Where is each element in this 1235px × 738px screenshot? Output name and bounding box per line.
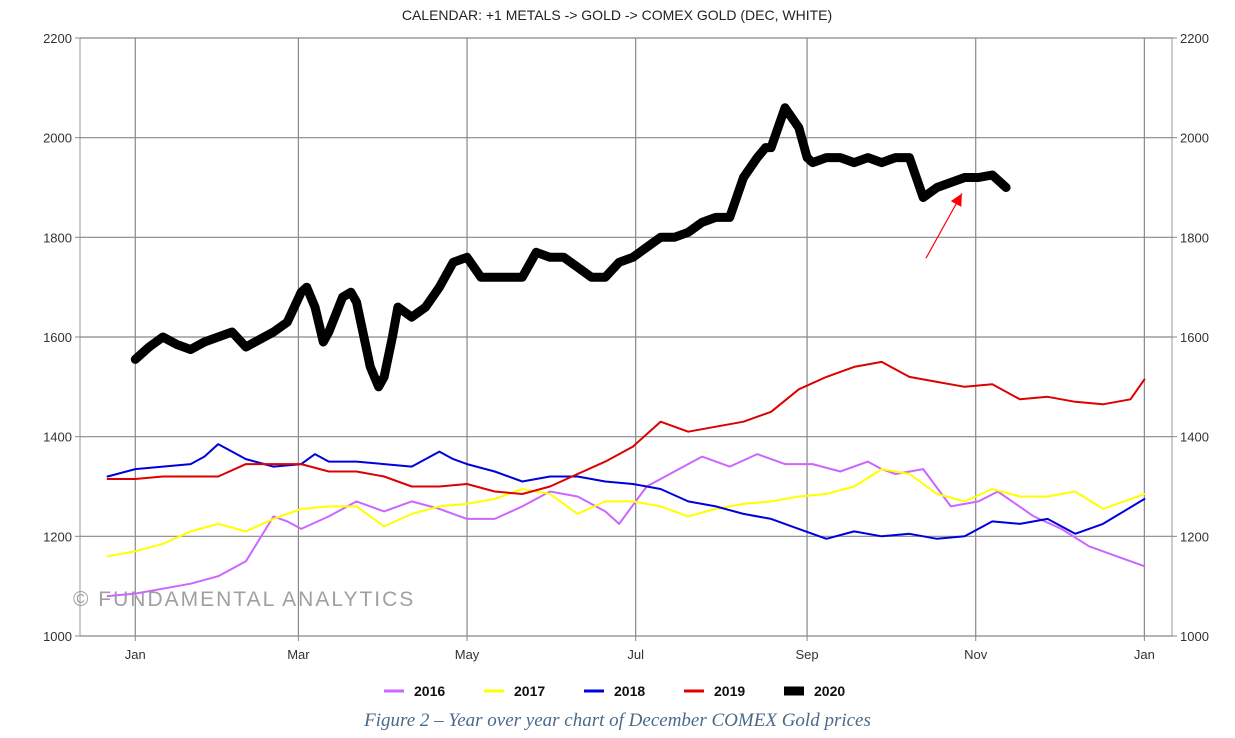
figure-caption: Figure 2 – Year over year chart of Decem…	[364, 710, 871, 731]
chart-title: CALENDAR: +1 METALS -> GOLD -> COMEX GOL…	[402, 7, 832, 23]
watermark: © FUNDAMENTAL ANALYTICS	[73, 588, 415, 611]
series-line-2019	[106, 360, 1146, 495]
series-line-2017	[106, 468, 1146, 558]
annotation	[925, 193, 963, 259]
y-tick-label-left: 1400	[43, 430, 72, 445]
legend-label-2017: 2017	[514, 683, 545, 699]
legend-label-2019: 2019	[714, 683, 745, 699]
y-tick-label-left: 2000	[43, 131, 72, 146]
x-tick-label: Mar	[287, 647, 310, 662]
annotation-arrow-head	[950, 193, 962, 207]
y-tick-label-right: 1000	[1180, 629, 1209, 644]
y-tick-label-right: 2000	[1180, 131, 1209, 146]
grid	[75, 37, 1177, 641]
axis-labels: 1000 1000 1200 1200 1400 1400 1600 1600 1800 1800…	[43, 31, 1209, 662]
legend-label-2018: 2018	[614, 683, 645, 699]
x-tick-label: Jan	[1134, 647, 1155, 662]
legend-label-2020: 2020	[814, 683, 845, 699]
series-line-2016	[106, 453, 1146, 598]
y-tick-label-left: 1000	[43, 629, 72, 644]
x-tick-label: Sep	[796, 647, 819, 662]
y-tick-label-left: 1600	[43, 330, 72, 345]
x-tick-label: Jul	[627, 647, 644, 662]
legend-label-2016: 2016	[414, 683, 445, 699]
y-tick-label-right: 1200	[1180, 529, 1209, 544]
legend: 2016 2017 2018 2019 2020	[384, 683, 845, 699]
y-tick-label-right: 2200	[1180, 31, 1209, 46]
watermark-text: © FUNDAMENTAL ANALYTICS	[73, 588, 415, 611]
y-tick-label-right: 1600	[1180, 330, 1209, 345]
y-tick-label-left: 2200	[43, 31, 72, 46]
y-tick-label-left: 1200	[43, 529, 72, 544]
y-tick-label-left: 1800	[43, 230, 72, 245]
y-tick-label-right: 1800	[1180, 230, 1209, 245]
x-tick-label: Jan	[125, 647, 146, 662]
series	[106, 103, 1146, 598]
series-line-2020	[130, 103, 1011, 392]
annotation-arrow-line	[925, 193, 963, 259]
x-tick-label: Nov	[964, 647, 988, 662]
y-tick-label-right: 1400	[1180, 430, 1209, 445]
x-tick-label: May	[455, 647, 480, 662]
